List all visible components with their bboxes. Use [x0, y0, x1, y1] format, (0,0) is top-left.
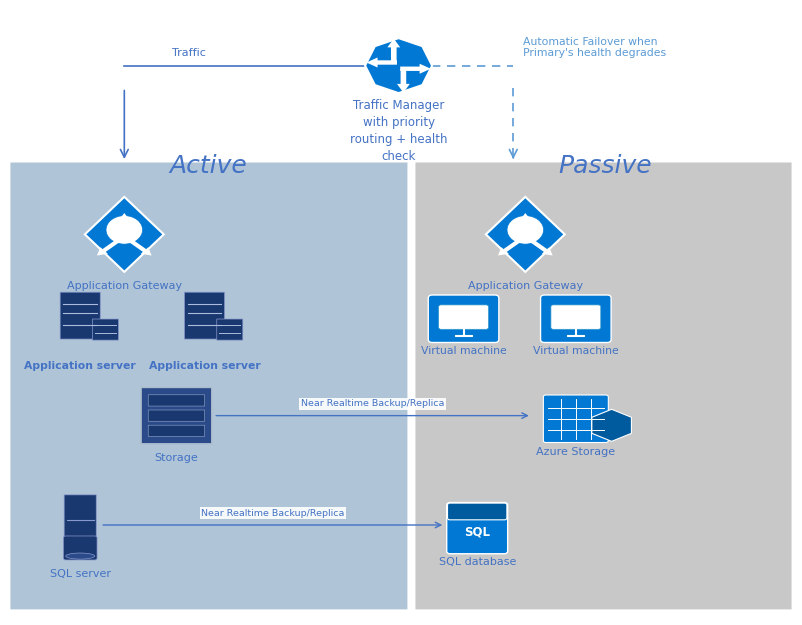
Text: Near Realtime Backup/Replica: Near Realtime Backup/Replica [201, 509, 344, 518]
FancyBboxPatch shape [447, 503, 508, 554]
Polygon shape [365, 38, 432, 93]
FancyArrow shape [400, 64, 431, 74]
FancyBboxPatch shape [92, 319, 119, 340]
FancyBboxPatch shape [448, 503, 507, 520]
Text: Storage: Storage [155, 453, 198, 463]
FancyBboxPatch shape [415, 162, 792, 609]
FancyBboxPatch shape [60, 292, 100, 339]
FancyBboxPatch shape [551, 305, 601, 329]
Polygon shape [592, 409, 631, 441]
Text: Traffic: Traffic [172, 48, 206, 58]
Text: Passive: Passive [559, 154, 652, 178]
Text: VM: VM [457, 314, 470, 320]
Text: SQL database: SQL database [439, 558, 516, 568]
Text: SQL: SQL [464, 526, 490, 538]
FancyBboxPatch shape [63, 536, 97, 560]
FancyBboxPatch shape [544, 395, 608, 442]
Text: Azure Storage: Azure Storage [537, 447, 615, 457]
FancyBboxPatch shape [217, 319, 243, 340]
FancyBboxPatch shape [10, 162, 407, 609]
FancyBboxPatch shape [428, 295, 499, 343]
Text: Virtual machine: Virtual machine [421, 346, 506, 356]
FancyBboxPatch shape [148, 395, 205, 406]
Text: Virtual machine: Virtual machine [533, 346, 618, 356]
Text: Application Gateway: Application Gateway [468, 281, 583, 291]
Circle shape [106, 216, 143, 244]
FancyArrow shape [397, 69, 410, 92]
FancyArrow shape [387, 39, 400, 62]
FancyBboxPatch shape [64, 495, 96, 540]
FancyBboxPatch shape [541, 295, 611, 343]
Circle shape [507, 216, 544, 244]
Polygon shape [486, 197, 565, 272]
FancyArrow shape [367, 58, 397, 68]
Text: SQL server: SQL server [50, 569, 111, 579]
FancyBboxPatch shape [148, 425, 205, 436]
Text: Traffic Manager
with priority
routing + health
check: Traffic Manager with priority routing + … [350, 99, 448, 163]
FancyBboxPatch shape [148, 410, 205, 421]
FancyArrow shape [119, 213, 130, 236]
Text: Application Gateway: Application Gateway [67, 281, 182, 291]
Ellipse shape [66, 553, 95, 559]
FancyBboxPatch shape [184, 292, 225, 339]
FancyArrow shape [97, 235, 126, 256]
FancyArrow shape [524, 235, 553, 256]
FancyBboxPatch shape [439, 305, 488, 329]
FancyBboxPatch shape [141, 388, 212, 444]
FancyArrow shape [498, 235, 527, 256]
Text: Application server: Application server [24, 361, 136, 371]
Polygon shape [85, 197, 164, 272]
Text: Near Realtime Backup/Replica: Near Realtime Backup/Replica [301, 399, 444, 408]
Text: Application server: Application server [148, 361, 261, 371]
Text: Automatic Failover when
Primary's health degrades: Automatic Failover when Primary's health… [523, 36, 666, 58]
Text: VM: VM [569, 314, 582, 320]
FancyArrow shape [123, 235, 152, 256]
FancyArrow shape [520, 213, 531, 236]
Text: Active: Active [170, 154, 247, 178]
